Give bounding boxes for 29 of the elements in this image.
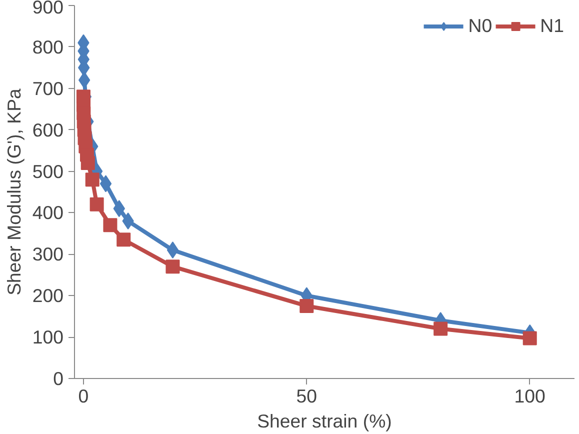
legend-label: N1 — [540, 15, 564, 37]
y-tick-label: 900 — [32, 0, 64, 18]
point — [100, 175, 112, 192]
x-axis-title: Sheer strain (%) — [257, 410, 392, 432]
point — [434, 322, 448, 336]
y-tick-label: 600 — [32, 119, 64, 140]
y-tick-label: 500 — [32, 160, 64, 182]
point — [90, 197, 104, 212]
x-tick-label: 0 — [78, 386, 89, 406]
y-tick-label: 700 — [32, 78, 64, 99]
point — [522, 331, 537, 346]
y-tick-label: 200 — [32, 285, 64, 306]
x-tick-label: 50 — [296, 386, 318, 406]
y-tick-label: 400 — [32, 202, 64, 224]
point — [116, 232, 131, 247]
point — [80, 156, 95, 170]
legend-label: N0 — [468, 15, 492, 37]
y-tick-label: 300 — [32, 244, 64, 265]
point — [166, 242, 179, 259]
y-tick-label: 0 — [53, 368, 64, 389]
point — [85, 172, 100, 187]
y-tick-label: 100 — [32, 326, 64, 348]
point — [166, 260, 180, 274]
point — [103, 218, 118, 232]
x-tick-label: 100 — [514, 386, 546, 406]
point — [78, 72, 90, 89]
y-axis-title: Sheer Modulus (G'), KPa — [3, 88, 24, 296]
point — [300, 298, 314, 313]
y-tick-label: 800 — [32, 36, 64, 58]
